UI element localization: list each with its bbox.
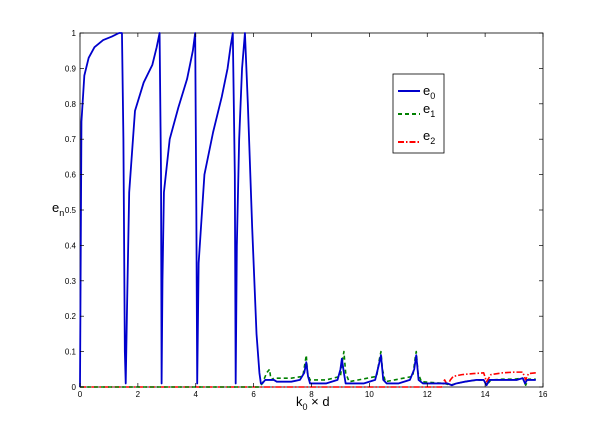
x-ticks: 0 2 4 6 8 10 12 14 16 [78,33,548,399]
y-tick-label: 0.5 [65,206,77,215]
y-tick-label: 0.8 [65,100,77,109]
x-tick-label: 6 [251,390,256,399]
y-tick-label: 0.6 [65,171,77,180]
y-ticks: 0 0.1 0.2 0.3 0.4 0.5 0.6 0.7 0.8 0.9 1 [65,29,543,392]
legend-label-e2: e2 [423,128,435,146]
x-tick-label: 8 [309,390,314,399]
x-axis-label-rest: × d [308,394,330,409]
x-axis-label: k0 × d [296,394,330,412]
y-tick-label: 0.9 [65,64,77,73]
legend-label-e2-main: e [423,128,430,143]
legend-label-e2-sub: 2 [430,136,435,146]
x-tick-label: 16 [539,390,548,399]
series-line-e0 [79,32,536,388]
legend-label-e0: e0 [423,83,435,101]
legend-label-e1-sub: 1 [430,109,435,119]
x-axis-label-main: k [296,394,303,409]
y-tick-label: 0 [72,383,77,392]
legend-label-e0-main: e [423,83,430,98]
y-tick-label: 0.4 [65,241,77,250]
y-tick-label: 1 [72,29,77,38]
legend-label-e0-sub: 0 [430,91,435,101]
x-tick-label: 2 [136,390,141,399]
x-tick-label: 0 [78,390,83,399]
series-layer [79,32,536,388]
y-tick-label: 0.3 [65,277,77,286]
y-axis-label-main: e [52,200,59,215]
y-tick-label: 0.2 [65,312,77,321]
x-tick-label: 10 [365,390,374,399]
y-axis-label-sub: n [59,208,64,218]
plot-area [79,32,544,388]
y-tick-label: 0.7 [65,135,77,144]
y-tick-label: 0.1 [65,348,77,357]
x-axis-label-sub: 0 [303,402,308,412]
legend-label-e1: e1 [423,101,435,119]
legend: e0 e1 e2 [392,73,445,154]
y-axis-label: en [52,200,64,218]
legend-label-e1-main: e [423,101,430,116]
x-tick-label: 14 [481,390,490,399]
x-tick-label: 4 [194,390,199,399]
x-tick-label: 12 [423,390,432,399]
